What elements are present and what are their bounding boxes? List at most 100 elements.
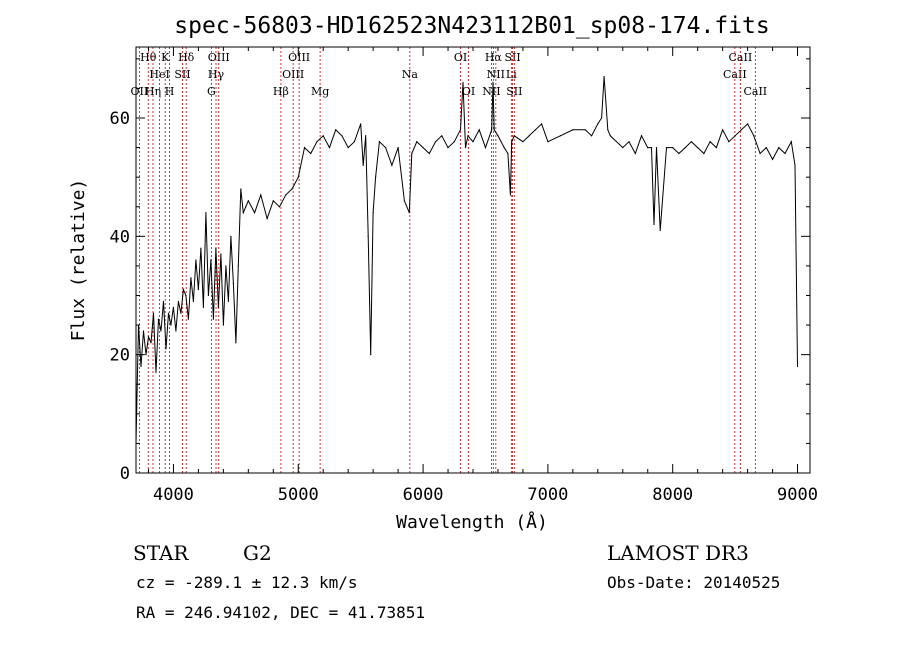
data-point <box>253 212 256 214</box>
data-point <box>697 146 699 149</box>
data-point <box>310 152 312 155</box>
data-point <box>411 152 413 155</box>
data-point <box>266 217 268 220</box>
data-point <box>225 265 227 267</box>
spectral-line-markers: OII Hθ Hη HeI K H SII Hδ G Hγ OIII Hβ OIII OIII Mg Na OI… <box>131 47 767 473</box>
data-point <box>765 146 767 149</box>
marker-label: Hθ <box>140 51 157 64</box>
data-point <box>172 306 175 308</box>
marker-label: OIII <box>288 51 310 64</box>
data-point <box>640 135 643 137</box>
data-point <box>217 306 219 308</box>
data-point <box>362 164 364 166</box>
data-point <box>600 117 603 119</box>
y-tick-label: 40 <box>110 227 130 247</box>
data-point <box>190 277 192 279</box>
y-tick-label: 20 <box>110 346 130 366</box>
data-point <box>370 354 372 356</box>
data-point <box>472 141 474 143</box>
y-tick-label: 60 <box>110 109 130 129</box>
marker-label: NII <box>487 68 505 81</box>
data-point <box>322 135 324 137</box>
marker-label: K <box>161 51 170 64</box>
data-point <box>590 135 593 137</box>
data-point <box>603 75 605 78</box>
data-point <box>365 135 367 137</box>
data-point <box>771 158 774 161</box>
data-point <box>509 194 512 196</box>
x-tick-label: 4000 <box>153 485 194 505</box>
data-point <box>597 123 599 125</box>
data-point <box>622 146 624 149</box>
data-point <box>328 146 331 149</box>
data-point <box>447 146 449 149</box>
data-point <box>152 312 155 314</box>
data-point <box>634 152 636 155</box>
data-point <box>547 141 549 143</box>
data-point <box>175 330 177 332</box>
data-point <box>607 129 609 131</box>
data-point <box>734 135 736 137</box>
cz-line: cz = -289.1 ± 12.3 km/s <box>136 573 358 592</box>
y-axis: 0 20 40 60 <box>110 58 810 484</box>
data-point <box>278 206 281 208</box>
data-point <box>513 135 515 137</box>
data-point <box>220 253 222 255</box>
data-point <box>150 342 152 344</box>
data-point <box>145 354 147 356</box>
data-point <box>459 129 462 131</box>
data-point <box>753 135 755 137</box>
data-point <box>160 330 162 332</box>
plot-frame <box>135 46 811 474</box>
data-point <box>740 129 742 131</box>
data-point <box>155 371 157 374</box>
data-point <box>528 135 530 137</box>
data-point <box>534 129 537 131</box>
data-point <box>584 129 586 131</box>
series-layer <box>135 75 799 445</box>
data-point <box>478 129 480 131</box>
marker-label: SII <box>174 68 190 81</box>
data-point <box>428 152 430 155</box>
marker-label: HeI <box>149 68 169 81</box>
data-point <box>715 146 717 149</box>
data-point <box>170 324 172 326</box>
marker-label: Hα <box>485 51 503 64</box>
data-point <box>237 265 239 267</box>
data-point <box>511 141 513 143</box>
data-point <box>165 348 167 350</box>
data-point <box>207 294 209 297</box>
data-point <box>291 188 293 190</box>
y-axis-label: Flux (relative) <box>68 179 89 342</box>
marker-label: OII <box>131 85 149 98</box>
data-point <box>462 81 464 84</box>
data-point <box>375 176 377 178</box>
marker-label: OI <box>462 85 475 98</box>
data-point <box>347 146 349 149</box>
x-tick-label: 5000 <box>278 485 319 505</box>
data-point <box>140 365 142 368</box>
x-axis: 4000 5000 6000 7000 8000 9000 <box>147 47 818 505</box>
data-point <box>759 152 761 155</box>
marker-label: Hγ <box>208 68 225 81</box>
data-point <box>385 146 387 149</box>
marker-label: Hη <box>145 85 161 98</box>
data-point <box>167 312 170 314</box>
data-point <box>242 212 244 214</box>
data-point <box>559 135 561 137</box>
data-point <box>272 200 274 202</box>
marker-label: Hδ <box>178 51 195 64</box>
marker-label: CaII <box>729 51 753 64</box>
data-point <box>210 259 212 261</box>
data-point <box>522 141 524 143</box>
data-point <box>609 135 611 137</box>
data-point <box>247 200 249 202</box>
data-point <box>316 141 318 143</box>
data-point <box>492 81 494 84</box>
data-point <box>659 229 661 232</box>
data-point <box>572 129 574 131</box>
data-point <box>303 146 306 149</box>
marker-label: CaII <box>743 85 767 98</box>
data-point <box>541 123 543 125</box>
